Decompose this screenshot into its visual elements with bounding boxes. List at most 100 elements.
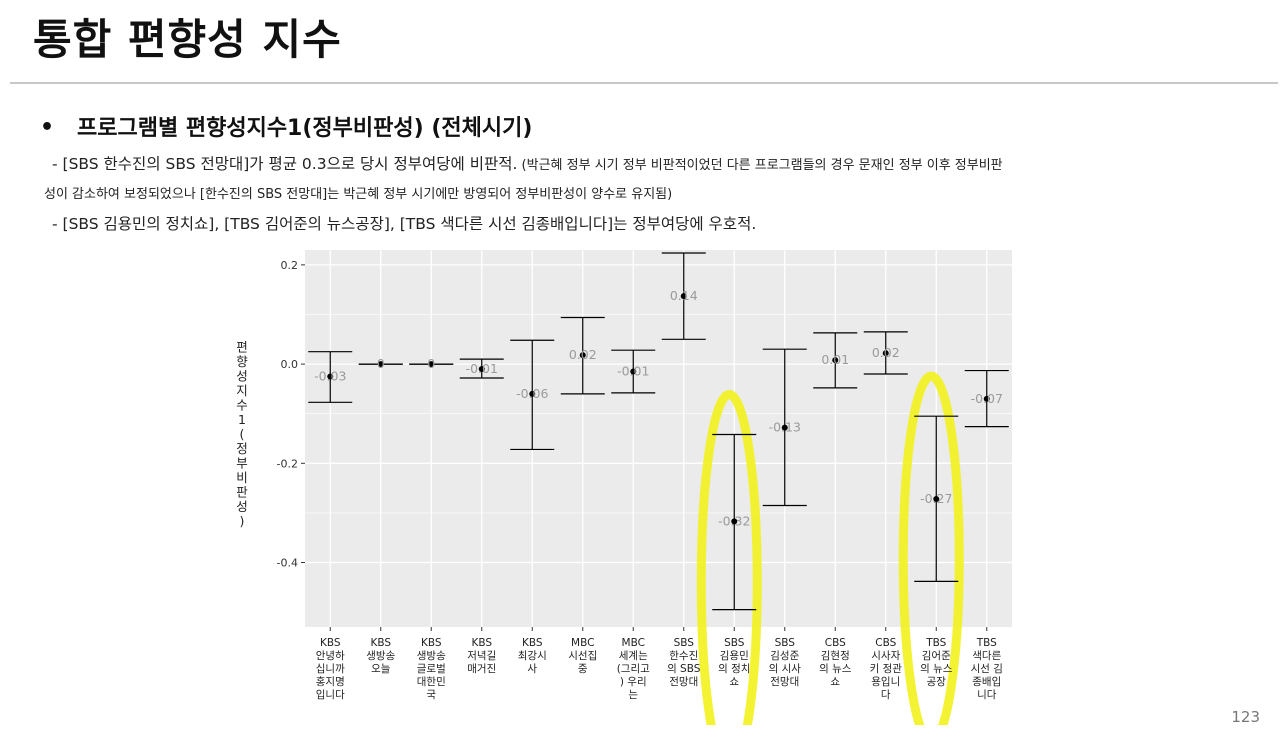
data-point	[983, 395, 990, 402]
data-point	[579, 352, 586, 359]
x-tick-label-line: 전망대	[770, 676, 799, 688]
x-tick-label-line: 김용민	[720, 650, 749, 662]
x-tick-label-line: SBS	[724, 637, 745, 649]
x-tick-label-line: 중	[578, 663, 588, 675]
x-tick-label: TBS 김어준 의 뉴스 공장	[920, 637, 953, 688]
data-point	[377, 361, 384, 368]
x-tick-label-line: SBS	[775, 637, 796, 649]
y-axis-label-char: (	[240, 427, 245, 442]
x-tick-label: KBS 생방송 오늘	[366, 637, 395, 675]
x-tick-label-line: TBS	[925, 637, 946, 649]
x-tick-label-line: 최강시	[518, 650, 547, 662]
x-tick-label-line: 쇼	[729, 676, 739, 688]
data-point	[529, 390, 536, 397]
x-tick-label-line: 공장	[927, 676, 947, 688]
x-tick-label: SBS 한수진 의 SBS 전망대	[667, 637, 701, 688]
y-axis-label-char: 정	[236, 441, 248, 456]
data-label: -0.32	[718, 513, 750, 528]
x-tick-label-line: 시선 김	[971, 663, 1003, 675]
data-point	[781, 424, 788, 431]
data-label: 0.01	[821, 352, 849, 367]
bullet-icon: •	[40, 115, 55, 140]
x-tick-label-line: (그리고	[617, 663, 650, 675]
x-tick-label-line: KBS	[320, 637, 341, 649]
y-axis-label-char: )	[240, 514, 245, 529]
title-divider	[10, 82, 1278, 84]
x-tick-label: CBS 김현정 의 뉴스 쇼	[819, 637, 852, 688]
x-tick-label-line: ) 우리	[620, 676, 647, 688]
chart-svg: 0.2 0.0 -0.2 -0.4 -0.03 0 0 -0.01 -0.06 0.02 -0.01…	[236, 250, 1012, 725]
x-tick-label-line: 한수진	[669, 650, 698, 662]
y-axis-label: 편 향 성 지 수 1(정 부 비 판 성)	[236, 340, 248, 529]
x-tick-label-line: 대한민	[417, 676, 446, 688]
x-tick-label-line: 의 시사	[769, 663, 802, 675]
data-point	[933, 496, 940, 503]
data-point	[731, 518, 738, 525]
x-tick-label: SBS 김용민 의 정치 쇼	[718, 637, 750, 688]
data-label: -0.07	[971, 391, 1003, 406]
y-axis-label-char: 판	[236, 485, 248, 500]
x-tick-label-line: 니다	[977, 689, 997, 701]
data-label: 0.02	[569, 347, 597, 362]
x-tick-label-line: KBS	[522, 637, 543, 649]
data-label: 0.14	[670, 288, 698, 303]
x-tick-label-line: 다	[881, 689, 891, 701]
x-tick-label-line: 쇼	[830, 676, 840, 688]
data-label: -0.27	[920, 491, 952, 506]
x-tick-label-line: 색다른	[972, 650, 1001, 662]
y-axis-label-char: 수	[236, 398, 248, 413]
x-tick-label-line: 십니까	[316, 663, 345, 675]
x-tick-label: TBS 색다른 시선 김 종배입 니다	[971, 637, 1003, 701]
x-tick-label-line: 키 정관	[870, 663, 903, 675]
plot-panel	[305, 250, 1012, 627]
y-tick-label: -0.4	[277, 557, 298, 570]
x-tick-label: MBC 세계는 (그리고) 우리 는	[617, 637, 650, 701]
data-label: -0.03	[314, 368, 346, 383]
x-tick-label: KBS 최강시 사	[518, 637, 547, 675]
x-tick-label-line: 의 뉴스	[819, 663, 852, 675]
y-axis-label-char: 편	[236, 340, 248, 355]
x-tick-label-line: CBS	[875, 637, 896, 649]
x-tick-label: SBS 김성준 의 시사 전망대	[769, 637, 802, 688]
x-tick-label-line: 세계는	[619, 650, 648, 662]
x-tick-label-line: 생방송	[366, 650, 395, 662]
y-axis-label-char: 지	[236, 383, 248, 398]
x-tick-label-line: KBS	[370, 637, 391, 649]
highlight-circle	[898, 371, 964, 725]
x-tick-label-line: 생방송	[417, 650, 446, 662]
highlight-circle	[696, 390, 762, 725]
x-tick-label-line: 김어준	[922, 650, 951, 662]
x-tick-label: MBC 시선집 중	[568, 637, 597, 675]
data-label: -0.06	[516, 386, 548, 401]
data-label: -0.13	[769, 420, 801, 435]
x-tick-label-line: 저녁길	[467, 649, 496, 662]
y-axis-label-char: 부	[236, 456, 248, 471]
x-tick-label-line: 글로벌	[417, 663, 446, 675]
data-point	[428, 361, 435, 368]
x-tick-label-line: CBS	[825, 637, 846, 649]
x-tick-label-line: SBS	[674, 637, 695, 649]
data-label: 0	[427, 356, 435, 371]
x-tick-label-line: 홍지명	[316, 675, 345, 688]
note-line-2: 성이 감소하여 보정되었으나 [한수진의 SBS 전망대]는 박근혜 정부 시기…	[44, 187, 673, 202]
y-tick-label: 0.2	[281, 259, 299, 272]
y-axis-label-char: 성	[236, 369, 248, 384]
data-label: 0.02	[872, 345, 900, 360]
x-tick-label-line: 국	[426, 689, 436, 701]
x-tick-label-line: 의 뉴스	[920, 663, 953, 675]
x-tick-label-line: 의 SBS	[667, 663, 701, 675]
x-tick-label-line: KBS	[421, 637, 442, 649]
page-number: 123	[1231, 708, 1260, 726]
y-axis-label-char: 비	[236, 470, 248, 485]
data-point	[327, 373, 334, 380]
section-heading: 프로그램별 편향성지수1(정부비판성) (전체시기)	[77, 116, 533, 141]
x-tick-label-line: 입니다	[316, 688, 345, 701]
x-tick-label-line: 매거진	[467, 663, 496, 675]
data-label: -0.01	[617, 364, 649, 379]
data-point	[630, 368, 637, 375]
note-line-3: - [SBS 김용민의 정치쇼], [TBS 김어준의 뉴스공장], [TBS …	[52, 215, 757, 233]
x-tick-label: KBS 저녁길 매거진	[467, 637, 496, 675]
note-line-1-main: - [SBS 한수진의 SBS 전망대]가 평균 0.3으로 당시 정부여당에 …	[52, 155, 518, 173]
y-axis-label-char: 1	[238, 412, 246, 427]
x-tick-label-line: 김현정	[821, 650, 850, 662]
